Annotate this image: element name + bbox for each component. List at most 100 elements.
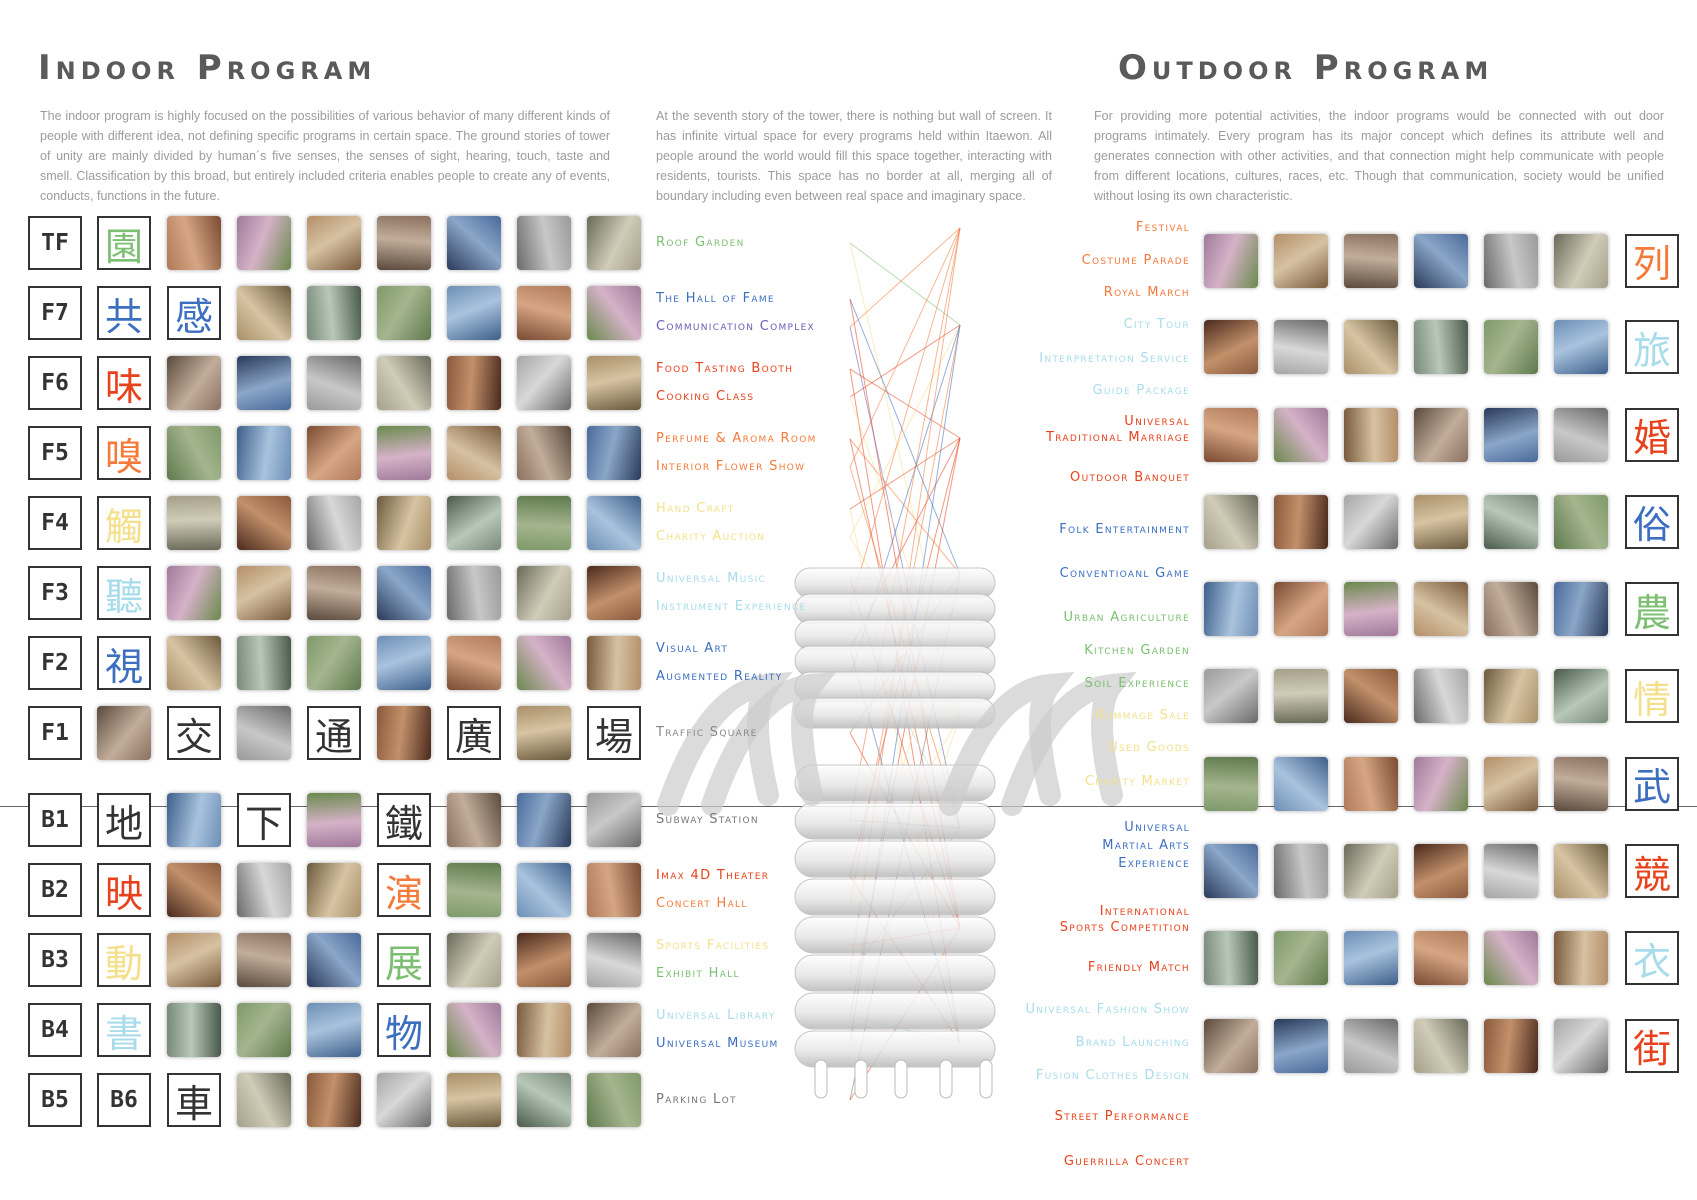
outdoor-photo [1204, 233, 1258, 288]
floor-label: F5 [28, 426, 82, 480]
program-photo [167, 356, 221, 410]
outdoor-photo [1274, 844, 1328, 898]
program-photo [237, 286, 291, 340]
program-photo [377, 496, 431, 550]
indoor-program-label: Parking Lot [656, 1092, 737, 1107]
outdoor-photo [1344, 756, 1398, 811]
tower-ring [794, 802, 996, 840]
outdoor-photo [1484, 582, 1538, 637]
indoor-program-label: Roof Garden [656, 235, 745, 250]
indoor-program-label: Universal Museum [656, 1036, 779, 1051]
outdoor-photo [1484, 407, 1538, 462]
program-photo [167, 636, 221, 690]
indoor-program-title: Indoor Program [38, 48, 377, 88]
kanji-tile: 嗅 [97, 426, 151, 480]
kanji-tile: 廣 [447, 706, 501, 760]
program-photo [447, 496, 501, 550]
program-photo [587, 793, 641, 847]
indoor-program-label: Universal Music [656, 571, 767, 586]
program-photo [377, 216, 431, 270]
indoor-program-label: Visual Art [656, 641, 729, 656]
outdoor-photo [1204, 1018, 1258, 1073]
outdoor-photo [1414, 844, 1468, 898]
outdoor-kanji-tile: 旅 [1625, 320, 1679, 375]
floor-label: TF [28, 216, 82, 270]
floor-label: F7 [28, 286, 82, 340]
tower-ring [794, 878, 996, 916]
program-photo [447, 793, 501, 847]
kanji-tile: 通 [307, 706, 361, 760]
outdoor-program-label: Royal March [1103, 285, 1190, 300]
outdoor-program-label: International [1099, 904, 1190, 919]
program-photo [237, 1073, 291, 1127]
program-photo [237, 216, 291, 270]
program-photo [377, 426, 431, 480]
kanji-tile: 觸 [97, 496, 151, 550]
outdoor-kanji-tile: 武 [1625, 756, 1679, 811]
program-photo [377, 636, 431, 690]
outdoor-photo [1484, 756, 1538, 811]
kanji-tile: 交 [167, 706, 221, 760]
program-photo [307, 356, 361, 410]
outdoor-program-label: Interpretation Service [1039, 351, 1190, 366]
outdoor-photo [1344, 669, 1398, 724]
kanji-tile: 下 [237, 793, 291, 847]
kanji-tile: 場 [587, 706, 641, 760]
tower-arch [657, 671, 793, 816]
outdoor-kanji-tile: 競 [1625, 844, 1679, 898]
tower-arch [1001, 671, 1137, 816]
program-photo [237, 496, 291, 550]
indoor-program-label: Imax 4D Theater [656, 868, 770, 883]
indoor-program-label: Communication Complex [656, 319, 816, 334]
outdoor-photo [1274, 669, 1328, 724]
connection-line [849, 368, 961, 439]
program-photo [377, 286, 431, 340]
program-photo [307, 793, 361, 847]
connection-line [849, 324, 961, 538]
outdoor-program-label: Soil Experience [1084, 676, 1190, 691]
indoor-description: The indoor program is highly focused on … [40, 109, 610, 203]
outdoor-photo [1414, 494, 1468, 549]
program-photo [307, 636, 361, 690]
program-photo [587, 216, 641, 270]
outdoor-photo [1554, 931, 1608, 986]
outdoor-program-title: Outdoor Program [1118, 48, 1494, 88]
outdoor-program-label: Experience [1118, 856, 1190, 871]
kanji-tile: 物 [377, 1003, 431, 1057]
kanji-tile: 味 [97, 356, 151, 410]
program-photo [447, 863, 501, 917]
kanji-tile: 車 [167, 1073, 221, 1127]
outdoor-photo [1204, 931, 1258, 986]
program-photo [377, 356, 431, 410]
program-photo [447, 933, 501, 987]
kanji-tile: B6 [97, 1073, 151, 1127]
outdoor-photo [1554, 669, 1608, 724]
outdoor-photo [1344, 407, 1398, 462]
program-photo [587, 566, 641, 620]
program-photo [167, 566, 221, 620]
outdoor-kanji-tile: 婚 [1625, 407, 1679, 462]
outdoor-photo [1484, 320, 1538, 375]
kanji-tile: 園 [97, 216, 151, 270]
outdoor-photo [1554, 494, 1608, 549]
program-photo [167, 496, 221, 550]
indoor-program-label: Universal Library [656, 1008, 776, 1023]
program-photo [587, 933, 641, 987]
tower-leg [854, 1059, 868, 1099]
outdoor-photo [1484, 669, 1538, 724]
tower-ring [794, 697, 996, 729]
indoor-program-label: Instrument Experience [656, 599, 807, 614]
kanji-tile: 鐵 [377, 793, 431, 847]
connection-line [849, 227, 961, 328]
outdoor-program-label: Used Goods [1108, 740, 1190, 755]
tower-arch [701, 671, 837, 816]
program-photo [237, 863, 291, 917]
kanji-tile: 映 [97, 863, 151, 917]
program-photo [97, 706, 151, 760]
floor-label: F1 [28, 706, 82, 760]
program-photo [237, 636, 291, 690]
outdoor-photo [1344, 844, 1398, 898]
outdoor-photo [1554, 233, 1608, 288]
program-photo [377, 1073, 431, 1127]
outdoor-program-label: Guide Package [1092, 383, 1190, 398]
